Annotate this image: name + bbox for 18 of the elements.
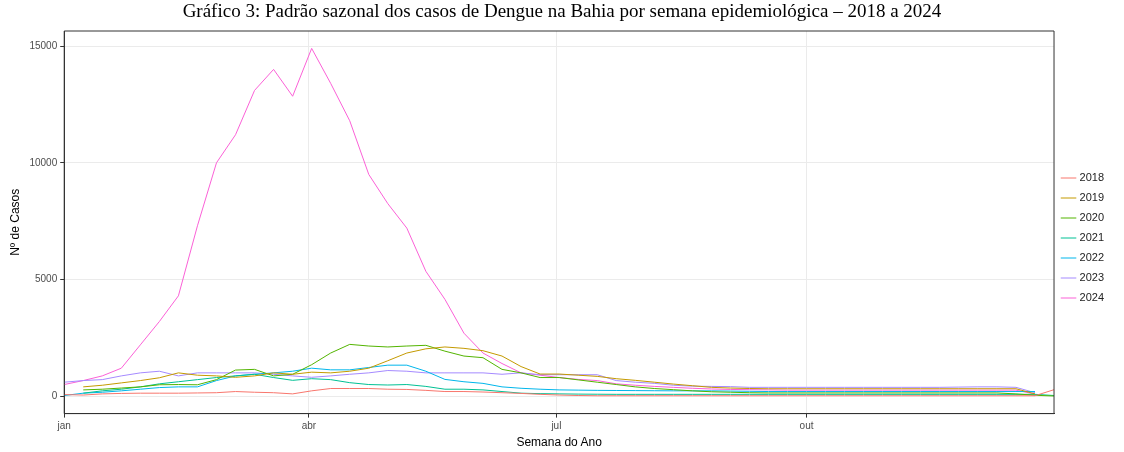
y-tick-label: 0: [51, 389, 58, 401]
legend-label: 2023: [1079, 271, 1105, 284]
y-axis-title: Nº de Casos: [7, 188, 22, 256]
y-tick-label: 10000: [29, 156, 58, 168]
x-tick-label: out: [799, 420, 814, 432]
legend-label: 2020: [1079, 211, 1105, 224]
legend-label: 2022: [1079, 251, 1105, 264]
x-tick-label: jul: [550, 420, 562, 432]
legend-label: 2021: [1079, 231, 1105, 244]
x-tick-label: jan: [56, 420, 71, 432]
y-tick-label: 5000: [34, 273, 58, 285]
legend-label: 2024: [1079, 291, 1105, 304]
x-tick-label: abr: [301, 420, 317, 432]
legend-label: 2019: [1079, 191, 1105, 204]
legend-label: 2018: [1079, 171, 1105, 184]
y-tick-label: 15000: [29, 39, 58, 51]
chart-title: Gráfico 3: Padrão sazonal dos casos de Dengue na Bahia por semana epidemiológica – 2018 a 2024: [181, 0, 943, 22]
x-axis-title: Semana do Ano: [516, 435, 603, 450]
